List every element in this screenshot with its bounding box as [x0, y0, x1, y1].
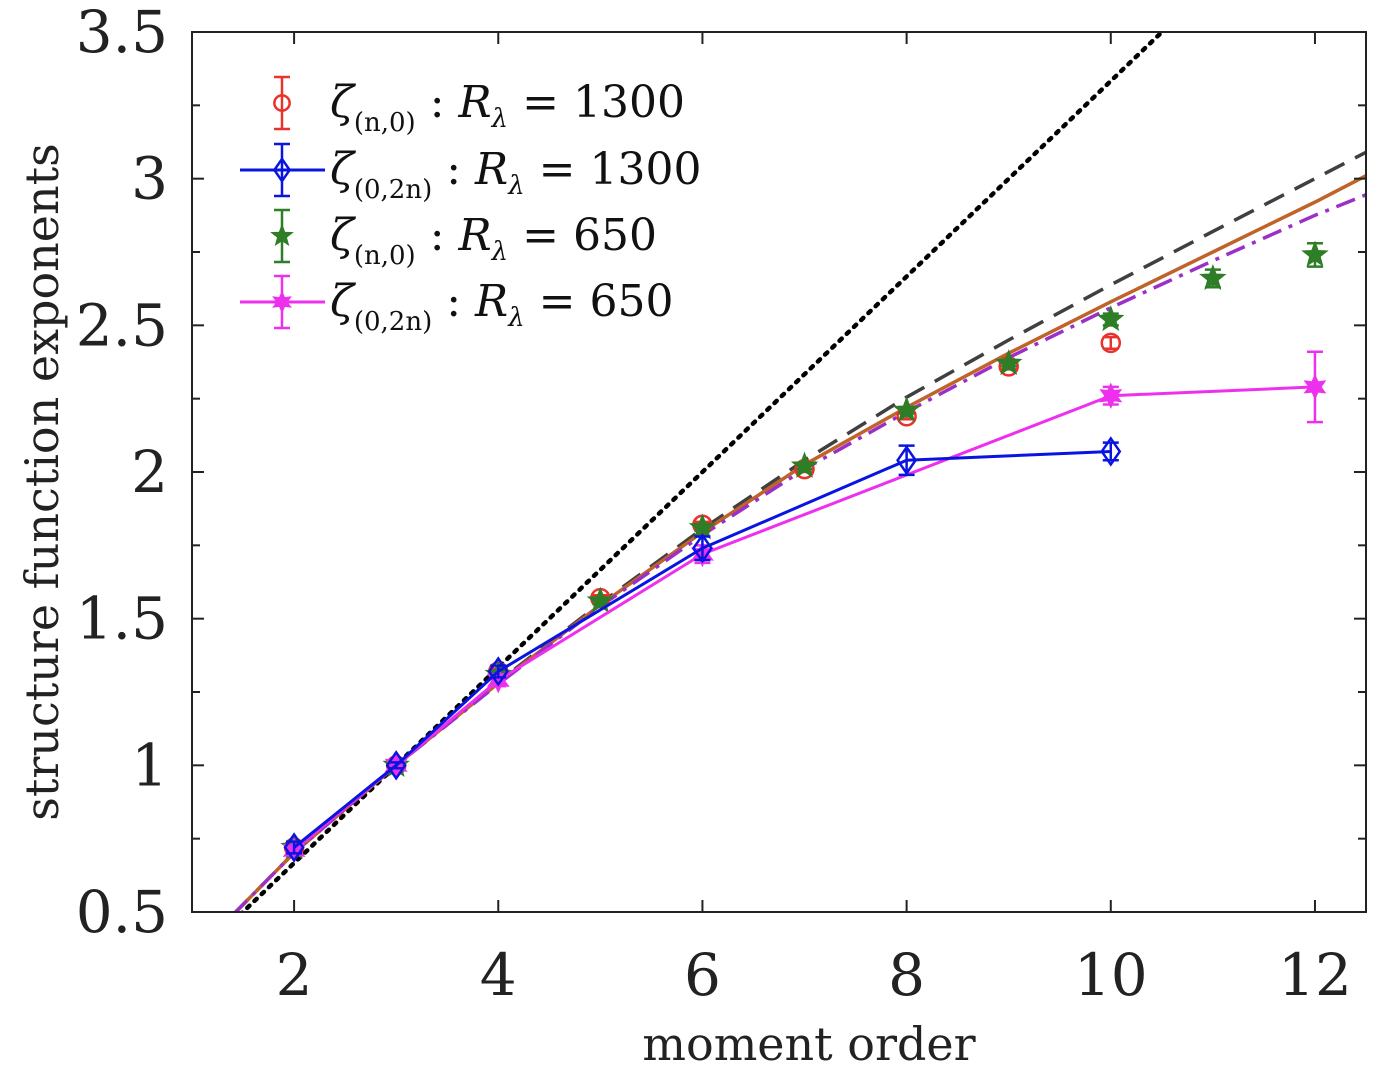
y-tick-label: 3.5 [76, 0, 168, 66]
y-tick-label: 3 [131, 145, 168, 213]
legend-entry-2: ζ(n,0) : Rλ = 650 [270, 208, 657, 271]
series-0 [283, 332, 1122, 858]
legend-mid: : [416, 77, 459, 128]
legend-sub: (0,2n) [354, 307, 432, 337]
legend-Rsub: λ [507, 171, 524, 201]
legend-num: 650 [590, 276, 674, 327]
marker-star [270, 223, 294, 247]
x-tick-label: 10 [1074, 941, 1148, 1009]
legend-Rsub: λ [491, 104, 508, 134]
marker-diamond [272, 156, 292, 184]
x-axis-label: moment order [642, 1017, 975, 1071]
marker-hexstar [272, 290, 292, 314]
legend-eq: = [508, 210, 573, 261]
marker-diamond [896, 445, 918, 476]
x-tick-label: 8 [888, 941, 925, 1009]
legend-label: ζ(0,2n) : Rλ = 650 [330, 276, 674, 337]
marker-hexstar [1303, 373, 1327, 401]
marker-star [1097, 305, 1125, 332]
x-tick-label: 2 [276, 941, 313, 1009]
legend-eq: = [525, 144, 590, 195]
error-bar [1102, 335, 1119, 351]
legend-R: R [474, 276, 508, 327]
y-tick-label: 2.5 [76, 291, 168, 359]
reference-line-solid [233, 174, 1366, 912]
legend-entry-3: ζ(0,2n) : Rλ = 650 [240, 274, 674, 337]
marker-diamond [1100, 436, 1122, 467]
legend-R: R [474, 144, 508, 195]
legend-mid: : [416, 210, 459, 261]
plot-frame [191, 31, 1367, 913]
legend-num: 1300 [573, 77, 685, 128]
axis-ticks: 2 4 6 8 10 12 0.5 1 1.5 2 2.5 3 3.5 [76, 0, 1366, 1009]
legend-label: ζ(n,0) : Rλ = 1300 [330, 77, 685, 138]
legend-entry-1: ζ(0,2n) : Rλ = 1300 [240, 142, 702, 205]
reference-line-dotted [239, 32, 1166, 912]
legend-label: ζ(n,0) : Rλ = 650 [330, 210, 657, 271]
series-line [293, 449, 1111, 849]
error-bar [274, 75, 290, 131]
y-tick-label: 2 [131, 438, 168, 506]
x-tick-label: 6 [684, 941, 721, 1009]
legend-sub: (0,2n) [354, 175, 432, 205]
y-tick-label: 0.5 [76, 878, 168, 946]
marker-diamond [385, 750, 407, 781]
legend-num: 1300 [590, 144, 702, 195]
legend-num: 650 [573, 210, 657, 261]
series-2 [280, 240, 1329, 860]
marker-star [994, 349, 1023, 376]
legend-sym: ζ [330, 210, 357, 261]
marker-diamond [487, 656, 509, 687]
marker-circle [273, 94, 291, 112]
legend-Rsub: λ [507, 303, 524, 333]
legend-R: R [458, 210, 492, 261]
legend-sym: ζ [330, 77, 357, 128]
x-tick-label: 12 [1278, 941, 1352, 1009]
marker-star [790, 451, 819, 478]
marker-hexstar [1099, 382, 1123, 409]
marker-diamond [283, 832, 305, 863]
marker-diamond [691, 533, 713, 564]
legend-mid: : [432, 144, 475, 195]
x-tick-label: 4 [480, 941, 517, 1009]
legend-sub: (n,0) [354, 108, 416, 138]
series-1 [283, 436, 1122, 863]
error-bar [1102, 441, 1119, 462]
series-3 [282, 350, 1327, 864]
legend-entry-0: ζ(n,0) : Rλ = 1300 [273, 75, 685, 138]
data-series [280, 240, 1329, 864]
marker-hexstar [486, 667, 510, 694]
legend-sym: ζ [330, 276, 357, 327]
marker-star [1301, 240, 1329, 267]
marker-star [892, 395, 921, 423]
marker-star [586, 586, 615, 613]
legend-sym: ζ [330, 144, 357, 195]
legend-Rsub: λ [491, 237, 508, 267]
error-bar [388, 761, 405, 770]
reference-line-dashdot [233, 193, 1366, 912]
legend-sub: (n,0) [354, 241, 416, 271]
legend-eq: = [508, 77, 573, 128]
legend-R: R [458, 77, 492, 128]
error-bar [274, 142, 290, 198]
y-tick-label: 1 [131, 731, 168, 799]
legend-mid: : [432, 276, 475, 327]
marker-circle [1100, 332, 1122, 354]
y-tick-label: 1.5 [76, 585, 168, 653]
y-axis-label: structure function exponents [15, 143, 69, 820]
marker-star [1199, 263, 1227, 291]
legend-eq: = [525, 276, 590, 327]
legend-label: ζ(0,2n) : Rλ = 1300 [330, 144, 702, 205]
